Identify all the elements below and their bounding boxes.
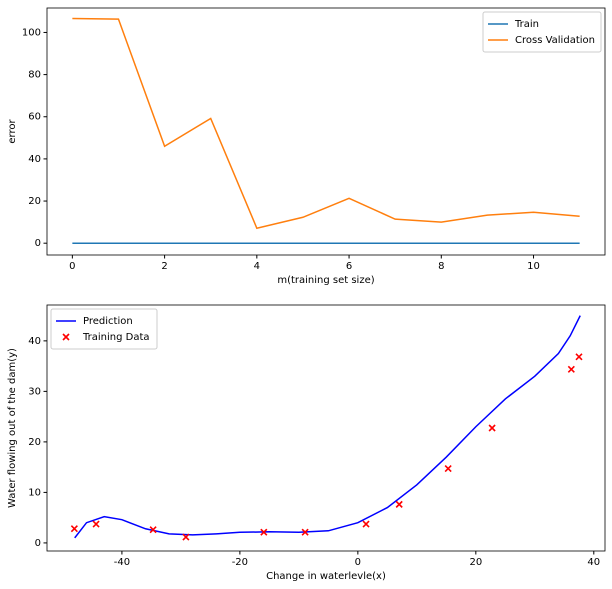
scatter-point: [92, 520, 100, 528]
scatter-point: [444, 465, 452, 473]
y-tick-label: 60: [28, 112, 41, 123]
x-tick-label: -40: [114, 557, 130, 568]
y-tick-label: 20: [28, 196, 41, 207]
scatter-point: [260, 528, 268, 536]
y-axis-label: error: [7, 119, 18, 144]
legend-label: Cross Validation: [515, 35, 595, 46]
legend: Train Cross Validation: [482, 11, 602, 53]
x-tick-label: 4: [254, 261, 260, 272]
y-tick-label: 40: [28, 154, 41, 165]
line: [72, 17, 580, 230]
legend-box: [50, 308, 158, 350]
scatter-point: [301, 528, 309, 536]
legend-box: [482, 11, 602, 53]
scatter-point: [362, 520, 370, 528]
x-tick-label: -20: [232, 557, 248, 568]
x-tick-label: 40: [587, 557, 600, 568]
axes-frame: [46, 304, 606, 552]
y-tick-label: 0: [35, 238, 41, 249]
y-tick-label: 80: [28, 70, 41, 81]
x-axis-label: Change in waterlevle(x): [266, 571, 386, 582]
x-tick-label: 0: [355, 557, 361, 568]
y-tick-label: 100: [22, 27, 41, 38]
scatter-point: [395, 500, 403, 508]
plot-area: [72, 17, 580, 244]
legend-label: Training Data: [82, 332, 150, 343]
y-tick-label: 30: [28, 386, 41, 397]
x-tick-label: 10: [527, 261, 540, 272]
axes-frame: [46, 7, 606, 256]
x-axis-label: m(training set size): [277, 275, 374, 286]
x-tick-label: 2: [161, 261, 167, 272]
scatter-point: [70, 525, 78, 533]
y-tick-label: 10: [28, 487, 41, 498]
scatter-point: [182, 533, 190, 541]
y-tick-label: 40: [28, 336, 41, 347]
y-axis-label: Water flowing out of the dam(y): [7, 348, 18, 508]
x-tick-label: 0: [69, 261, 75, 272]
legend: Prediction Training Data: [50, 308, 158, 350]
y-tick-label: 0: [35, 538, 41, 549]
x-tick-label: 8: [438, 261, 444, 272]
scatter-point: [567, 365, 575, 373]
x-tick-label: 20: [469, 557, 482, 568]
chart: -40 -20 0 20 40 0 10 20 30 40 Change in waterlevle…: [7, 304, 606, 582]
line: [74, 315, 581, 539]
legend-swatch: [62, 333, 70, 341]
scatter-point: [149, 526, 157, 534]
x-tick-label: 6: [346, 261, 352, 272]
scatter-point: [575, 353, 583, 361]
plot-area: [70, 315, 583, 541]
scatter-point: [488, 424, 496, 432]
legend-label: Train: [514, 19, 539, 30]
legend-label: Prediction: [83, 316, 133, 327]
y-tick-label: 20: [28, 437, 41, 448]
